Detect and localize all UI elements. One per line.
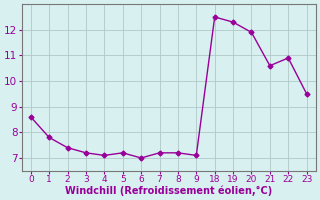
X-axis label: Windchill (Refroidissement éolien,°C): Windchill (Refroidissement éolien,°C) xyxy=(65,185,272,196)
